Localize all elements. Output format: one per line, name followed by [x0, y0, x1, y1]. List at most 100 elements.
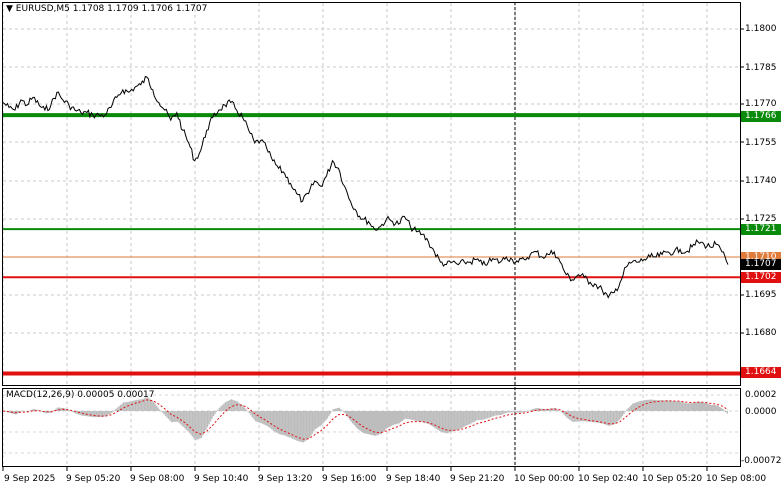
macd-bar — [413, 411, 415, 421]
macd-bar — [503, 411, 505, 414]
macd-bar — [723, 410, 725, 411]
macd-bar — [239, 403, 242, 411]
symbol-header: ▼ EURUSD,M5 1.1708 1.1709 1.1706 1.1707 — [6, 4, 207, 14]
macd-bar — [208, 411, 210, 425]
macd-bar — [152, 401, 155, 411]
macd-bar — [83, 411, 86, 416]
macd-bar — [224, 402, 227, 411]
macd-bar — [317, 411, 320, 428]
macd-bar — [383, 411, 385, 431]
macd-bar — [656, 400, 658, 411]
macd-bar — [212, 411, 215, 417]
time-axis-label: 9 Sep 2025 — [4, 474, 56, 484]
symbol-label: EURUSD,M5 — [15, 4, 70, 14]
macd-bar — [684, 402, 687, 411]
macd-bar — [720, 407, 722, 411]
macd-bar — [400, 411, 402, 423]
macd-bar — [223, 403, 225, 411]
macd-bar — [329, 411, 331, 414]
macd-bar — [687, 403, 690, 411]
time-axis-label: 10 Sep 00:00 — [514, 474, 575, 484]
macd-bar — [34, 409, 36, 411]
macd-title: MACD(12,26,9) 0.00005 0.00017 — [6, 390, 155, 400]
macd-bar — [178, 411, 180, 423]
macd-bar — [233, 400, 236, 411]
macd-bar — [268, 411, 270, 428]
macd-bar — [648, 399, 651, 411]
macd-bar — [307, 411, 309, 440]
macd-bar — [133, 400, 135, 411]
macd-bar — [588, 411, 591, 422]
price-axis-label: 1.1755 — [745, 138, 777, 148]
macd-bar — [485, 411, 487, 419]
macd-bar — [334, 408, 336, 411]
macd-bar — [110, 411, 113, 413]
macd-bar — [693, 402, 695, 411]
macd-bar — [107, 411, 110, 415]
macd-bar — [190, 411, 192, 435]
macd-bar — [241, 405, 243, 411]
macd-bar — [459, 411, 462, 429]
macd-bar — [362, 411, 364, 433]
macd-bar — [119, 405, 122, 411]
ohlc-values: 1.1708 1.1709 1.1706 1.1707 — [72, 4, 208, 14]
macd-bar — [314, 411, 317, 430]
macd-bar — [325, 411, 327, 421]
macd-bar — [552, 408, 555, 411]
macd-bar — [591, 411, 594, 423]
time-axis-label: 10 Sep 02:40 — [578, 474, 639, 484]
macd-bar — [359, 411, 361, 431]
macd-bar — [4, 411, 6, 412]
macd-bar — [151, 400, 153, 411]
macd-bar — [411, 411, 414, 420]
macd-bar — [468, 411, 471, 425]
macd-bar — [338, 407, 340, 411]
macd-bar — [677, 401, 679, 411]
macd-bar — [220, 406, 222, 411]
macd-bar — [259, 411, 261, 423]
macd-bar — [501, 411, 504, 415]
macd-bar — [142, 398, 144, 411]
level-label-1766: 1.1766 — [741, 111, 781, 122]
macd-bar — [462, 411, 465, 427]
macd-bar — [398, 411, 400, 424]
macd-bar — [692, 403, 694, 411]
macd-bar — [489, 411, 492, 418]
macd-bar — [665, 400, 667, 411]
macd-bar — [612, 411, 615, 425]
macd-bar — [594, 411, 597, 423]
macd-bar — [242, 406, 245, 411]
macd-bar — [218, 407, 221, 411]
macd-bar — [211, 411, 213, 419]
level-label-1702: 1.1702 — [741, 272, 781, 283]
macd-bar — [713, 405, 715, 411]
macd-bar — [388, 411, 390, 428]
macd-bar — [176, 411, 179, 422]
macd-bar — [157, 407, 159, 411]
main-panel-frame — [2, 2, 741, 386]
macd-bar — [414, 411, 417, 421]
macd-bar — [548, 408, 550, 411]
macd-axis-label: -0.00072 — [741, 456, 781, 466]
macd-bar — [203, 411, 206, 433]
macd-bar — [167, 411, 170, 420]
macd-bar — [639, 401, 642, 411]
macd-bar — [337, 408, 339, 411]
macd-bar — [674, 401, 676, 411]
macd-bar — [536, 407, 538, 411]
macd-bar — [599, 411, 601, 424]
time-axis-label: 9 Sep 13:20 — [258, 474, 313, 484]
macd-bar — [519, 411, 522, 413]
macd-bar — [316, 411, 318, 429]
macd-bar — [660, 400, 663, 411]
macd-bar — [179, 411, 182, 425]
macd-bar — [137, 399, 140, 411]
macd-bar — [452, 411, 454, 432]
macd-bar — [608, 411, 610, 426]
macd-bar — [726, 411, 728, 414]
macd-bar — [302, 411, 305, 443]
macd-bar — [473, 411, 475, 422]
macd-bar — [657, 400, 660, 411]
dropdown-arrow-icon[interactable]: ▼ — [6, 4, 13, 14]
